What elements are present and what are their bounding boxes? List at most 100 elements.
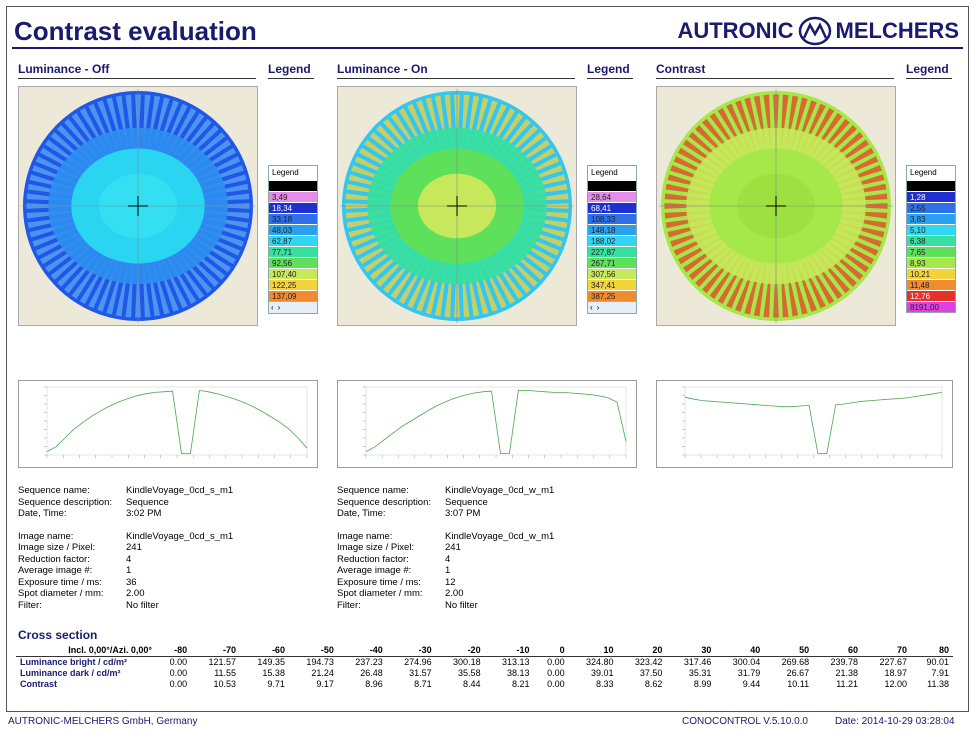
panel-heading-contrast: Contrast — [656, 62, 894, 79]
legend-lum-on[interactable]: Legend 28,64 68,41 108,33 148,18 188,02 227,87… — [587, 165, 637, 314]
legend-heading-contrast: Legend — [906, 62, 952, 79]
legend-swatch: 107,40 — [269, 268, 317, 279]
legend-heading-lum-off: Legend — [268, 62, 314, 79]
legend-scrollbar[interactable]: ‹ › — [588, 301, 636, 313]
measurement-info-off: Sequence name: KindleVoyage_0cd_s_m1 Sequ… — [18, 485, 234, 611]
table-cell: 8.96 — [365, 678, 383, 689]
footer-version: CONOCONTROL V.5.10.0.0 — [682, 716, 808, 727]
angle-header: -60 — [240, 645, 289, 657]
table-cell: 269.68 — [781, 656, 810, 667]
date-time: 3:02 PM — [126, 508, 162, 519]
angle-header: 50 — [764, 645, 814, 657]
row-label: Luminance bright / cd/m² — [20, 656, 128, 667]
table-cell: 31.57 — [409, 667, 432, 678]
legend-swatch — [269, 180, 317, 191]
legend-swatch: 148,18 — [588, 224, 636, 235]
cross-section-curve — [684, 392, 943, 454]
legend-swatch: 68,41 — [588, 202, 636, 213]
row-label: Contrast — [20, 678, 58, 689]
company-logo: AUTRONIC MELCHERS — [677, 16, 959, 46]
filter: No filter — [445, 599, 478, 611]
title-divider — [12, 47, 963, 49]
legend-swatch: 307,56 — [588, 268, 636, 279]
table-cell: 121.57 — [208, 656, 237, 667]
cross-section-table: Incl. 0,00°/Azi. 0,00° -80 -70 -60 -50 -40 -30… — [16, 645, 953, 689]
angle-header: -80 — [156, 645, 192, 657]
table-cell: 39.01 — [591, 667, 614, 678]
legend-contrast[interactable]: Legend 1,28 2,55 3,83 5,10 6,38 7,65 8,93 10,21 1… — [906, 165, 956, 313]
cross-section-curve — [365, 389, 627, 454]
sequence-description: Sequence — [445, 496, 488, 508]
footer-company: AUTRONIC-MELCHERS GmbH, Germany — [8, 716, 198, 727]
table-cell: 239.78 — [830, 656, 859, 667]
spot-diameter: 2.00 — [445, 588, 464, 599]
panel-heading-lum-on: Luminance - On — [337, 62, 575, 79]
table-cell: 313.13 — [501, 656, 530, 667]
page-title: Contrast evaluation — [14, 16, 257, 46]
average-image: 1 — [126, 565, 132, 576]
angle-header: 20 — [617, 645, 667, 657]
table-cell: 35.31 — [688, 667, 712, 678]
cs-plot-area — [684, 386, 943, 456]
exposure-time: 36 — [126, 576, 137, 588]
legend-swatch: 2,55 — [907, 202, 955, 213]
table-cell: 0.00 — [169, 667, 188, 678]
legend-heading-lum-on: Legend — [587, 62, 633, 79]
legend-lum-off[interactable]: Legend 3,49 18,34 33,18 48,03 62,87 77,71 92,56… — [268, 165, 318, 314]
table-cell: 9.17 — [316, 678, 334, 689]
exposure-time: 12 — [445, 576, 456, 588]
table-cell: 35.58 — [458, 667, 481, 678]
image-size: 241 — [445, 542, 461, 553]
table-row: Luminance dark / cd/m² 0.00 11.55 15.38 21.2… — [16, 667, 953, 678]
angle-header: 40 — [715, 645, 765, 657]
scroll-left-icon[interactable]: ‹ — [590, 303, 593, 312]
table-cell: 323.42 — [634, 656, 663, 667]
legend-swatch: 7,65 — [907, 246, 955, 257]
table-cell: 26.48 — [360, 667, 383, 678]
legend-scrollbar[interactable]: ‹ › — [269, 301, 317, 313]
legend-swatch: 10,21 — [907, 268, 955, 279]
angle-header: 60 — [813, 645, 863, 657]
table-cell: 237.23 — [355, 656, 383, 667]
scroll-right-icon[interactable]: › — [277, 303, 281, 312]
legend-swatch: 122,25 — [269, 279, 317, 290]
table-cell: 8.33 — [596, 678, 614, 689]
legend-swatch: 62,87 — [269, 235, 317, 246]
sequence-name: KindleVoyage_0cd_s_m1 — [126, 485, 234, 496]
legend-swatch: 77,71 — [269, 246, 317, 257]
legend-swatch: 227,87 — [588, 246, 636, 257]
legend-swatch: 3,49 — [269, 191, 317, 202]
angle-header: 10 — [568, 645, 618, 657]
table-cell: 10.11 — [787, 678, 810, 689]
spot-diameter: 2.00 — [126, 588, 145, 599]
sequence-description: Sequence — [126, 496, 169, 508]
angle-header: -50 — [288, 645, 338, 657]
table-cell: 300.04 — [732, 656, 761, 667]
table-cell: 0.00 — [547, 678, 565, 689]
legend-swatch: 8,93 — [907, 257, 955, 268]
legend-swatch: 18,34 — [269, 202, 317, 213]
angle-header: 30 — [666, 645, 716, 657]
logo-text-right: MELCHERS — [835, 18, 959, 43]
cross-section-header-label: Incl. 0,00°/Azi. 0,00° — [16, 645, 156, 657]
table-cell: 26.67 — [786, 667, 810, 678]
scroll-left-icon[interactable]: ‹ — [271, 303, 274, 312]
legend-swatch — [907, 180, 955, 191]
scroll-right-icon[interactable]: › — [596, 303, 600, 312]
table-row: Contrast 0.00 10.53 9.71 9.17 8.96 8.71 8.44 8.2… — [16, 678, 953, 689]
table-cell: 31.79 — [737, 667, 761, 678]
angle-header: 0 — [533, 645, 569, 657]
table-cell: 9.44 — [742, 678, 761, 689]
table-cell: 11.38 — [927, 678, 949, 689]
table-cell: 324.80 — [586, 656, 614, 667]
legend-swatch: 11,48 — [907, 279, 955, 290]
page-frame — [6, 6, 969, 712]
table-cell: 227.67 — [879, 656, 907, 667]
table-cell: 9.71 — [267, 678, 285, 689]
image-name: KindleVoyage_0cd_w_m1 — [445, 530, 555, 542]
legend-swatch: 1,28 — [907, 191, 955, 202]
cross-section-curve — [46, 389, 308, 454]
table-cell: 8.21 — [511, 678, 530, 689]
table-cell: 37.50 — [639, 667, 663, 678]
legend-swatch: 347,41 — [588, 279, 636, 290]
